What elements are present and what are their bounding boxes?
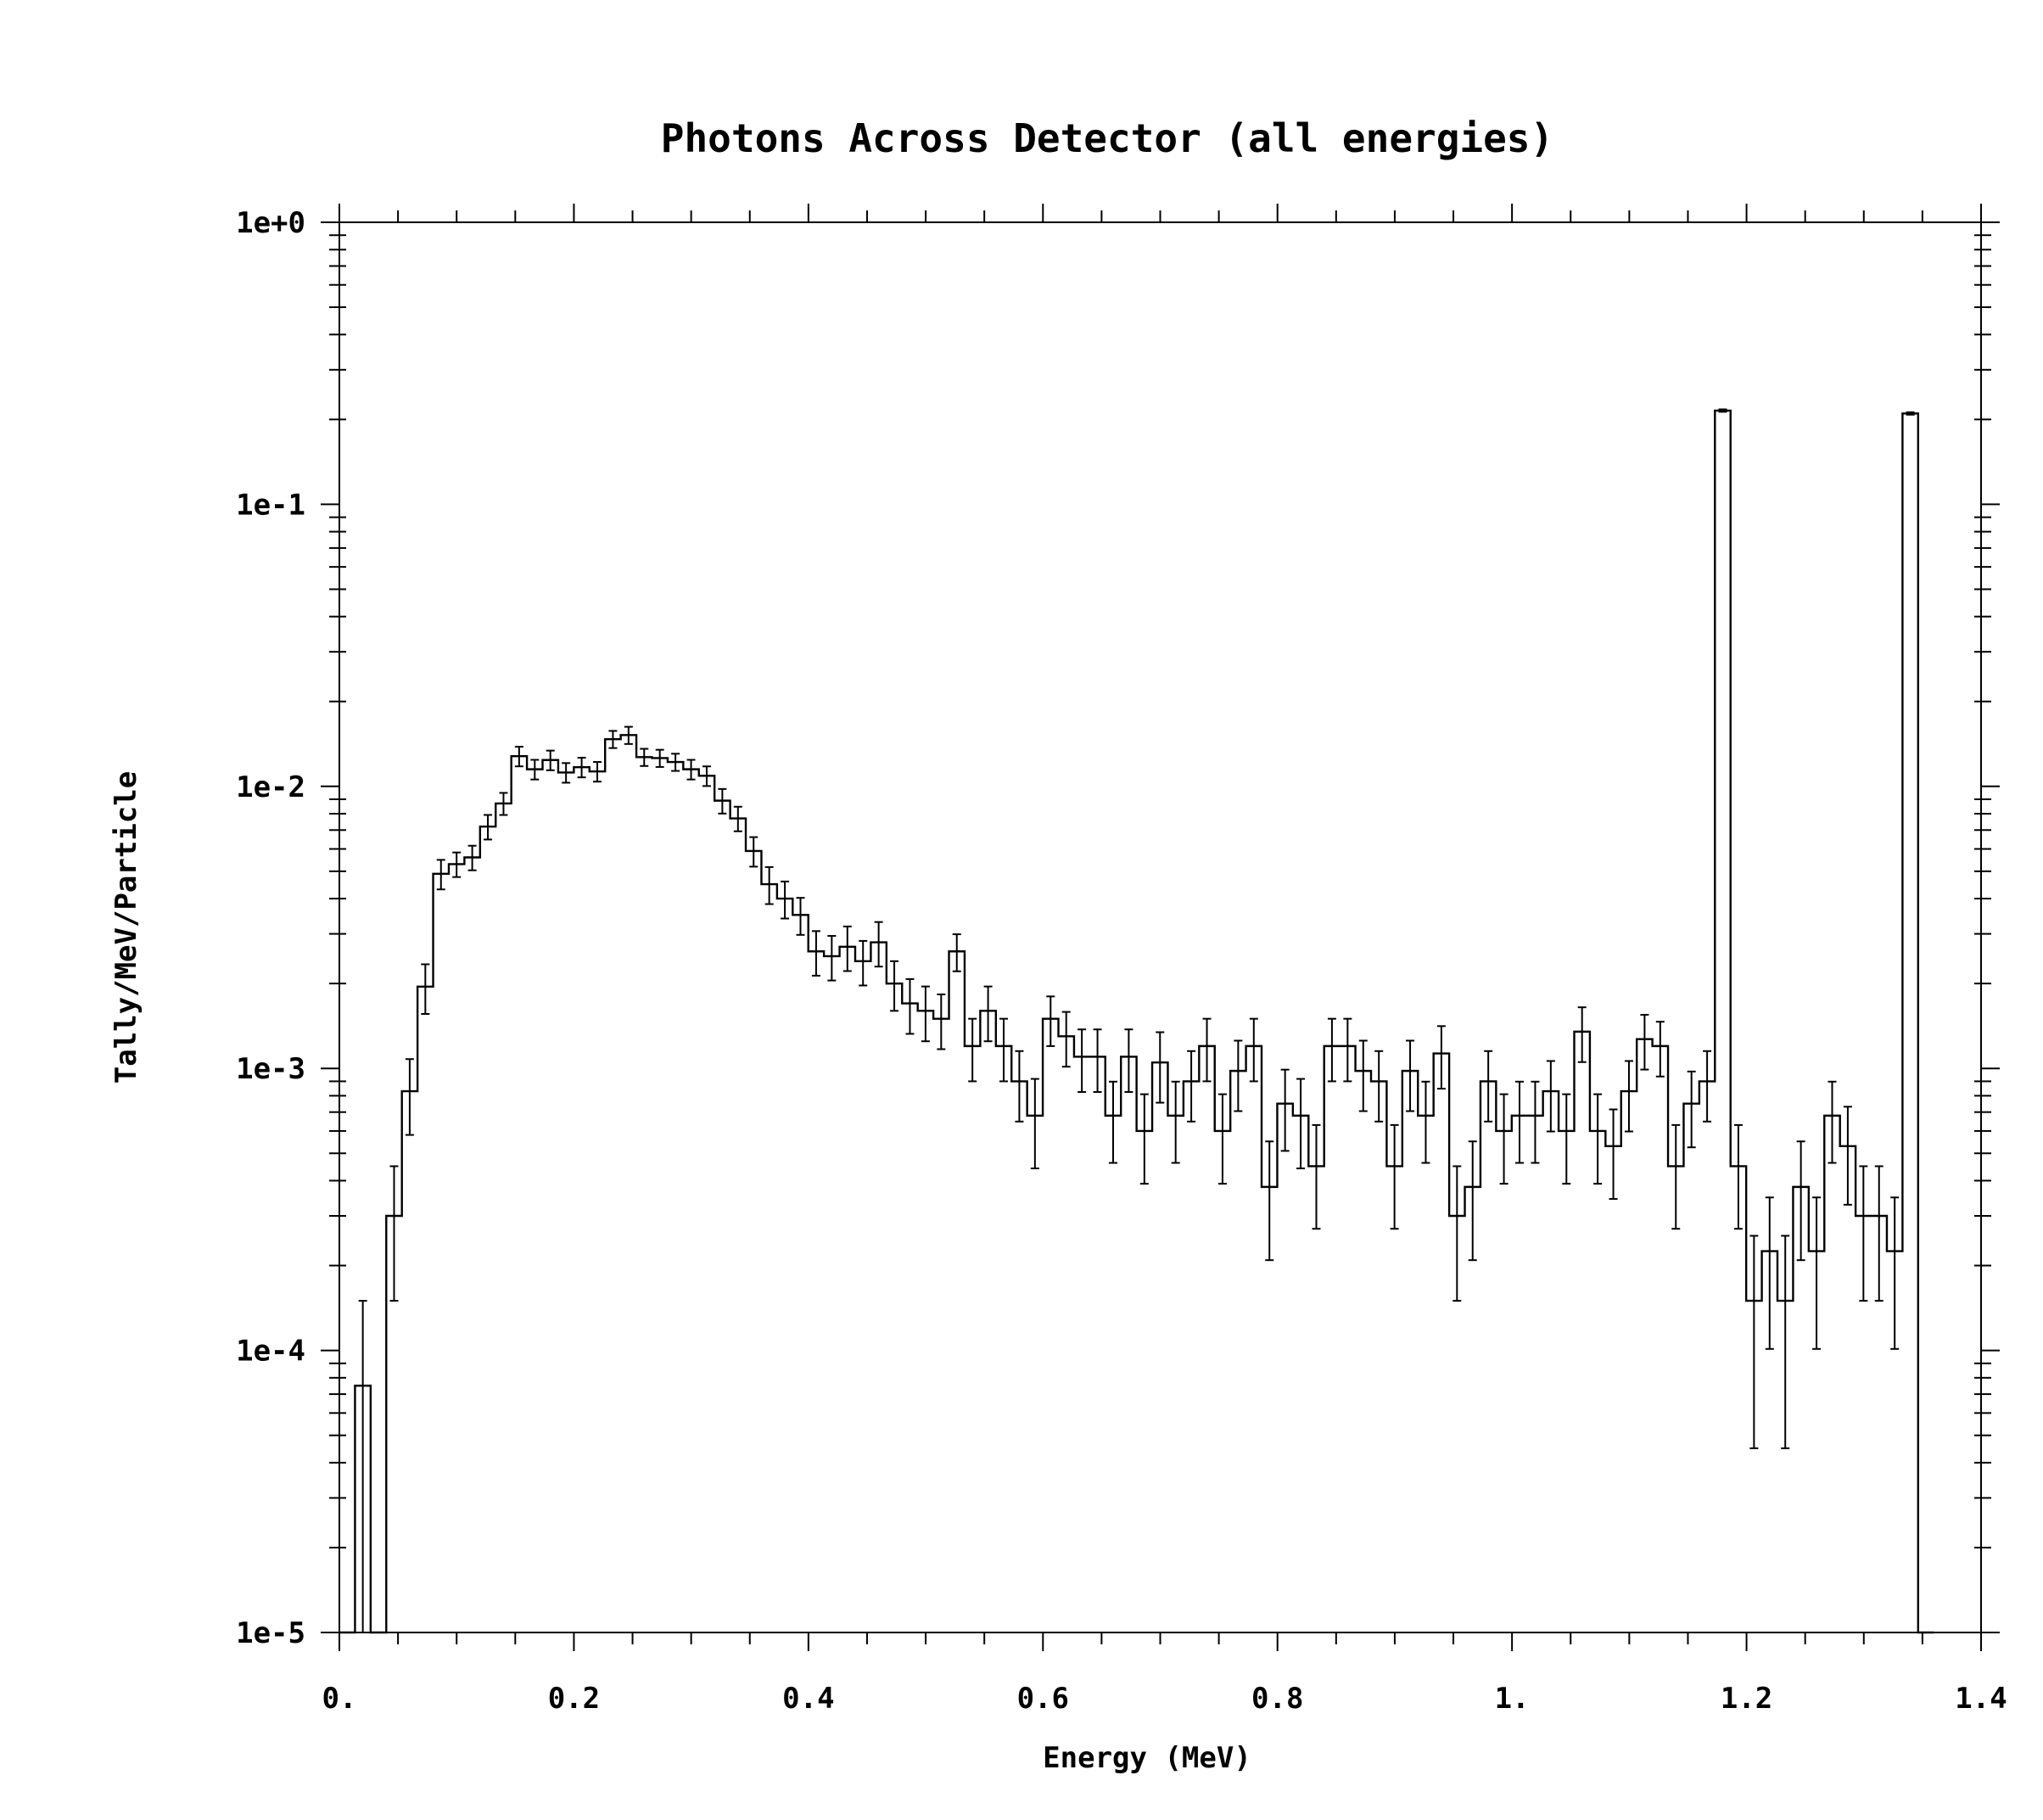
x-axis-label: Energy (MeV) (1043, 1741, 1251, 1775)
y-tick-label: 1e-3 (236, 1052, 305, 1086)
axis-ticks (321, 204, 2000, 1651)
x-tick-label: 1.4 (1955, 1682, 2007, 1716)
y-tick-label: 1e-5 (236, 1616, 305, 1650)
x-tick-label: 0.2 (548, 1682, 600, 1716)
histogram-series (339, 409, 1934, 1634)
y-tick-label: 1e+0 (236, 206, 305, 240)
x-tick-label: 0.4 (782, 1682, 834, 1716)
x-tick-label: 0. (322, 1682, 357, 1716)
y-tick-label: 1e-1 (236, 488, 305, 522)
y-axis-label: Tally/MeV/Particle (109, 771, 143, 1084)
x-tick-label: 1. (1495, 1682, 1530, 1716)
x-tick-label: 0.8 (1251, 1682, 1303, 1716)
y-tick-label: 1e-4 (236, 1335, 305, 1369)
x-tick-labels: 0. 0.2 0.4 0.6 0.8 1. 1.2 1.4 (322, 1682, 2007, 1716)
y-tick-labels: 1e-5 1e-4 1e-3 1e-2 1e-1 1e+0 (236, 206, 305, 1650)
x-tick-label: 1.2 (1721, 1682, 1772, 1716)
x-tick-label: 0.6 (1017, 1682, 1069, 1716)
plot-frame (339, 221, 1982, 1633)
chart-title: Photons Across Detector (all energies) (661, 115, 1553, 161)
y-tick-label: 1e-2 (236, 770, 305, 804)
error-bars (358, 408, 1915, 1632)
